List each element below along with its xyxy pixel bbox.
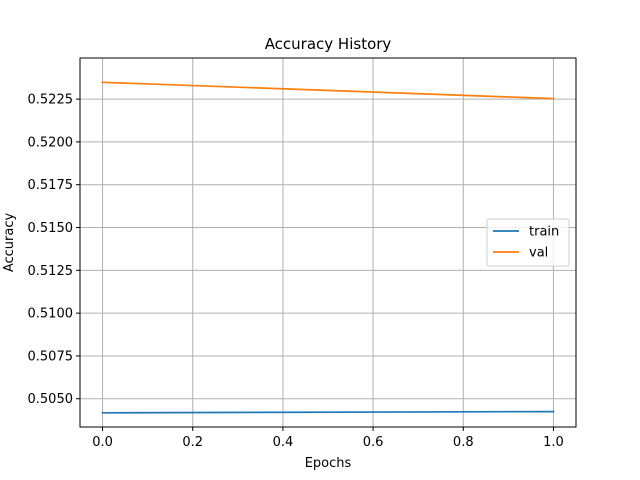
x-tick-label: 0.8 — [453, 435, 474, 450]
legend-label-val: val — [529, 246, 548, 261]
series-line-val — [101, 81, 555, 100]
y-tick-label: 0.5200 — [28, 135, 74, 150]
grid-layer — [80, 58, 576, 427]
y-tick-label: 0.5225 — [28, 93, 74, 108]
y-tick-label: 0.5150 — [28, 221, 74, 236]
x-tick-label: 0.2 — [182, 435, 203, 450]
y-tick-label: 0.5075 — [28, 349, 74, 364]
y-tick-label: 0.5100 — [28, 307, 74, 322]
y-tick-label: 0.5050 — [28, 392, 74, 407]
y-axis-label: Accuracy — [2, 213, 17, 273]
y-tick-label: 0.5175 — [28, 178, 74, 193]
x-tick-label: 1.0 — [543, 435, 564, 450]
x-tick-label: 0.4 — [273, 435, 294, 450]
plot-frame — [79, 57, 577, 428]
legend-label-train: train — [529, 225, 559, 240]
legend: train val — [486, 218, 570, 267]
series-layer — [101, 81, 555, 414]
chart-title: Accuracy History — [265, 35, 392, 53]
x-tick-label: 0.0 — [92, 435, 113, 450]
y-tick-label: 0.5125 — [28, 264, 74, 279]
tick-layer: 0.0 0.2 0.4 0.6 0.8 1.0 0.5050 0.5075 0.5100 0.51… — [28, 93, 564, 450]
series-line-train — [101, 410, 555, 414]
x-axis-label: Epochs — [305, 456, 352, 471]
x-tick-label: 0.6 — [363, 435, 384, 450]
